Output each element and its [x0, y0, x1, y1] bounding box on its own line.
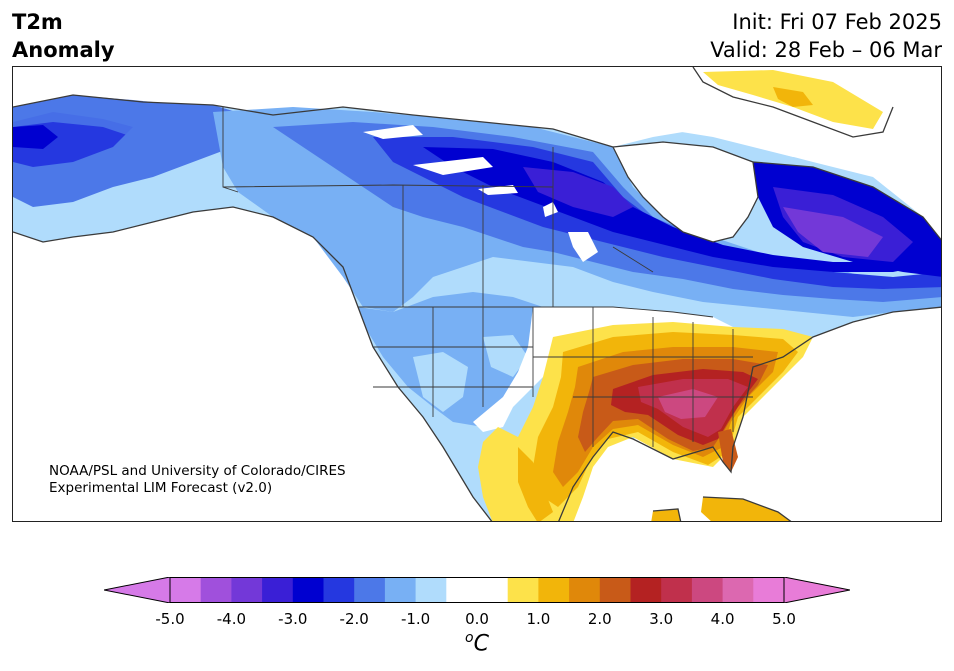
colorbar-segment — [292, 577, 324, 603]
colorbar-segment — [753, 577, 785, 603]
title-right: Init: Fri 07 Feb 2025 Valid: 28 Feb – 06… — [710, 8, 942, 64]
colorbar-extend-low — [104, 577, 171, 603]
init-date: Init: Fri 07 Feb 2025 — [732, 10, 942, 34]
colorbar-tick-label: -4.0 — [216, 610, 247, 628]
colorbar-outline — [169, 577, 785, 603]
colorbar-segment — [691, 577, 724, 603]
colorbar-segment — [569, 577, 601, 603]
colorbar-segment — [262, 577, 294, 603]
colorbar-tick-label: -1.0 — [400, 610, 431, 628]
colorbar-segment — [599, 577, 631, 603]
colorbar-segment — [630, 577, 662, 603]
colorbar-tick-label: -3.0 — [278, 610, 308, 628]
anomaly-map: NOAA/PSL and University of Colorado/CIRE… — [12, 66, 942, 522]
title-left: T2m Anomaly — [12, 8, 115, 64]
credit-line2: Experimental LIM Forecast (v2.0) — [49, 480, 272, 496]
colorbar-tick-label: 2.0 — [587, 610, 612, 628]
colorbar-unit: oC — [465, 630, 489, 656]
colorbar — [104, 577, 850, 603]
colorbar-segment — [384, 577, 417, 603]
title-variable: T2m — [12, 10, 63, 34]
colorbar-tick-label: -5.0 — [155, 610, 185, 628]
colorbar-segment — [170, 577, 202, 603]
colorbar-tick-label: 1.0 — [526, 610, 551, 628]
colorbar-tick-label: 5.0 — [772, 610, 796, 628]
unit-base: C — [473, 631, 489, 657]
colorbar-segment — [661, 577, 693, 603]
map-svg: NOAA/PSL and University of Colorado/CIRE… — [13, 67, 941, 521]
colorbar-extend-high — [783, 577, 850, 603]
colorbar-segment — [415, 577, 447, 603]
borders — [222, 107, 753, 447]
colorbar-segment — [200, 577, 232, 603]
valid-period: Valid: 28 Feb – 06 Mar — [710, 38, 942, 62]
unit-superscript: o — [465, 630, 474, 646]
title-anomaly: Anomaly — [12, 38, 115, 62]
hudson-bay — [613, 142, 758, 242]
colorbar-segment — [323, 577, 355, 603]
coastlines — [13, 67, 941, 521]
colorbar-segment — [722, 577, 754, 603]
colorbar-tick-label: 4.0 — [710, 610, 735, 628]
colorbar-segment — [507, 577, 539, 603]
colorbar-tick-label: -2.0 — [339, 610, 369, 628]
colorbar-segment — [354, 577, 386, 603]
colorbar-segment — [477, 577, 509, 603]
colorbar-segment — [231, 577, 263, 603]
colorbar-tick-label: 0.0 — [465, 610, 489, 628]
colorbar-labels: -5.0 -4.0 -3.0 -2.0 -1.0 0.0 1.0 2.0 3.0 4.0 5.0 — [0, 610, 954, 630]
colorbar-segment — [538, 577, 570, 603]
colorbar-tick-label: 3.0 — [649, 610, 674, 628]
credit-line1: NOAA/PSL and University of Colorado/CIRE… — [49, 463, 346, 479]
colorbar-segment — [446, 577, 478, 603]
